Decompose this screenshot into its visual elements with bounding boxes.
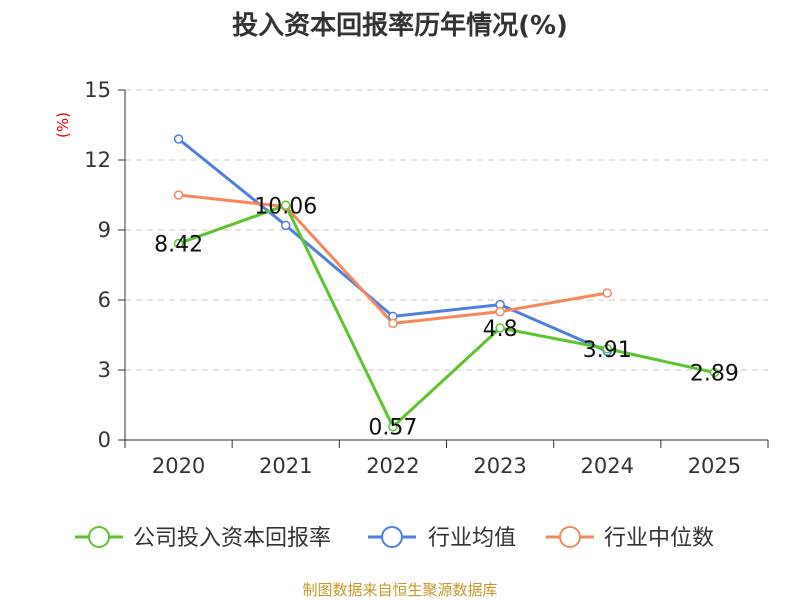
legend-circle-marker bbox=[88, 526, 110, 548]
data-point bbox=[495, 323, 505, 333]
data-point bbox=[173, 238, 184, 249]
legend-circle-marker bbox=[381, 526, 403, 548]
series-line-0 bbox=[177, 203, 716, 429]
data-point bbox=[173, 190, 184, 200]
legend-circle-marker bbox=[559, 526, 581, 548]
grid-lines bbox=[125, 89, 768, 371]
legend[interactable]: 公司投入资本回报率 行业均值 行业中位数 bbox=[75, 526, 714, 551]
legend-item[interactable]: 行业中位数 bbox=[546, 526, 714, 551]
chart-title: 投入资本回报率历年情况(%) bbox=[232, 10, 568, 41]
data-label: 3.91 bbox=[583, 338, 632, 363]
data-label: 8.42 bbox=[154, 233, 203, 258]
data-point bbox=[388, 421, 398, 432]
series-line-2 bbox=[177, 193, 609, 325]
series-lines bbox=[177, 137, 716, 429]
data-label: 2.89 bbox=[690, 362, 739, 387]
x-tick-label: 2020 bbox=[152, 454, 205, 478]
legend-label: 公司投入资本回报率 bbox=[133, 526, 331, 551]
data-point bbox=[281, 220, 291, 231]
data-label: 4.8 bbox=[483, 317, 518, 342]
data-label: 0.57 bbox=[368, 416, 417, 441]
data-point bbox=[495, 306, 505, 317]
data-point bbox=[281, 200, 291, 211]
data-label: 10.06 bbox=[254, 194, 317, 219]
data-point bbox=[388, 318, 398, 329]
source-note: 制图数据来自恒生聚源数据库 bbox=[302, 581, 497, 599]
legend-item[interactable]: 公司投入资本回报率 bbox=[75, 526, 331, 551]
x-tick-label: 2022 bbox=[366, 454, 419, 478]
y-tick-label: 0 bbox=[98, 428, 111, 452]
data-point bbox=[602, 344, 612, 354]
x-tick-label: 2025 bbox=[688, 454, 741, 478]
y-axis-unit-label: (%) bbox=[54, 112, 72, 138]
y-tick-label: 3 bbox=[98, 358, 111, 382]
x-tick-label: 2024 bbox=[581, 454, 634, 478]
data-point bbox=[173, 134, 184, 144]
series-points bbox=[173, 134, 720, 432]
y-tick-label: 6 bbox=[98, 288, 111, 312]
data-point bbox=[709, 367, 720, 378]
y-tick-label: 12 bbox=[84, 148, 111, 172]
legend-label: 行业中位数 bbox=[604, 526, 714, 551]
x-tick-label: 2023 bbox=[473, 454, 526, 478]
data-point bbox=[602, 288, 612, 298]
axes: 0 3 6 9 12 15 2020 2021 2022 2023 2024 2025 bbox=[84, 78, 769, 478]
y-tick-label: 15 bbox=[84, 78, 111, 102]
x-tick-label: 2021 bbox=[259, 454, 312, 478]
y-tick-label: 9 bbox=[98, 218, 111, 242]
legend-label: 行业均值 bbox=[428, 526, 516, 551]
legend-item[interactable]: 行业均值 bbox=[368, 526, 516, 551]
data-labels: 8.42 10.06 0.57 4.8 3.91 2.89 bbox=[154, 194, 739, 440]
